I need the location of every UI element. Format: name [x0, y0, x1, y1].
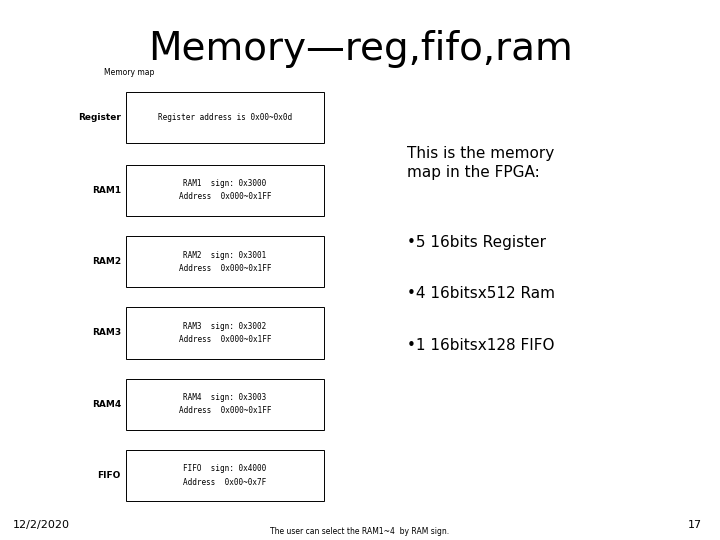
Text: This is the memory
map in the FPGA:: This is the memory map in the FPGA:: [407, 146, 554, 180]
Text: The user can select the RAM1~4  by RAM sign.: The user can select the RAM1~4 by RAM si…: [271, 526, 449, 536]
Text: Memory—reg,fifo,ram: Memory—reg,fifo,ram: [148, 30, 572, 68]
Text: RAM3  sign: 0x3002
Address  0x000~0x1FF: RAM3 sign: 0x3002 Address 0x000~0x1FF: [179, 322, 271, 344]
Text: RAM1  sign: 0x3000
Address  0x000~0x1FF: RAM1 sign: 0x3000 Address 0x000~0x1FF: [179, 179, 271, 201]
FancyBboxPatch shape: [126, 307, 324, 359]
FancyBboxPatch shape: [126, 236, 324, 287]
FancyBboxPatch shape: [126, 92, 324, 143]
Text: RAM4: RAM4: [91, 400, 121, 409]
Text: Memory map: Memory map: [104, 68, 155, 77]
Text: •1 16bitsx128 FIFO: •1 16bitsx128 FIFO: [407, 338, 554, 353]
Text: RAM2  sign: 0x3001
Address  0x000~0x1FF: RAM2 sign: 0x3001 Address 0x000~0x1FF: [179, 251, 271, 273]
Text: RAM1: RAM1: [92, 186, 121, 195]
Text: •5 16bits Register: •5 16bits Register: [407, 235, 546, 250]
Text: 17: 17: [688, 520, 702, 530]
Text: RAM4  sign: 0x3003
Address  0x000~0x1FF: RAM4 sign: 0x3003 Address 0x000~0x1FF: [179, 393, 271, 415]
FancyBboxPatch shape: [126, 379, 324, 430]
Text: RAM3: RAM3: [92, 328, 121, 338]
Text: 12/2/2020: 12/2/2020: [13, 520, 70, 530]
FancyBboxPatch shape: [126, 450, 324, 501]
Text: •4 16bitsx512 Ram: •4 16bitsx512 Ram: [407, 286, 555, 301]
Text: FIFO: FIFO: [98, 471, 121, 480]
FancyBboxPatch shape: [126, 165, 324, 216]
Text: FIFO  sign: 0x4000
Address  0x00~0x7F: FIFO sign: 0x4000 Address 0x00~0x7F: [184, 464, 266, 487]
Text: Register: Register: [78, 113, 121, 122]
Text: RAM2: RAM2: [92, 257, 121, 266]
Text: Register address is 0x00~0x0d: Register address is 0x00~0x0d: [158, 113, 292, 122]
